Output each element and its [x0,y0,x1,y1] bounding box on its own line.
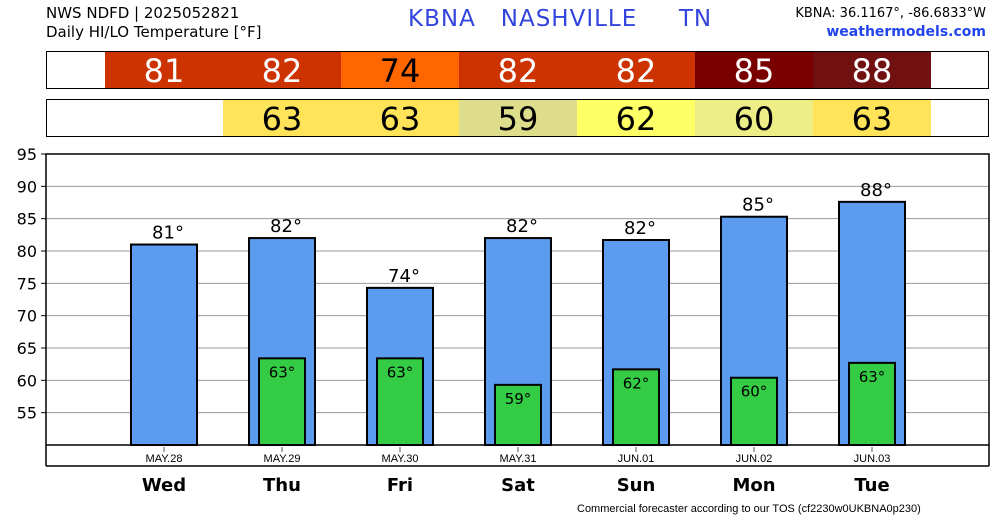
date-label: MAY.30 [382,453,419,465]
low-temp-cell-2: 63 [341,100,459,138]
y-tick-label: 80 [17,242,37,261]
city-name: NASHVILLE [500,6,638,32]
day-label: Tue [854,475,889,496]
y-tick-label: 55 [17,404,37,423]
date-label: JUN.01 [618,453,655,465]
low-temp-cell-0 [105,100,223,136]
high-bar-label: 88° [860,180,892,201]
low-bar [730,376,778,447]
low-bar-label: 63° [387,363,414,381]
high-bar-label: 82° [624,218,656,239]
day-label: Sun [617,475,656,496]
high-temp-cell-1: 82 [223,52,341,90]
high-temp-cell-6: 88 [813,52,931,90]
day-label: Thu [263,475,301,496]
date-label: JUN.02 [736,453,773,465]
date-label: MAY.28 [146,453,183,465]
site-link[interactable]: weathermodels.com [826,24,986,40]
date-label: JUN.03 [854,453,891,465]
low-temp-strip: 63 63 59 62 60 63 [46,99,989,138]
high-temp-cell-4: 82 [577,52,695,90]
y-tick-label: 75 [17,274,37,293]
station-title: KBNA NASHVILLE TN [408,6,712,32]
low-temp-cell-6: 63 [813,100,931,138]
y-tick-label: 90 [17,177,37,196]
date-label: MAY.29 [264,453,301,465]
day-label: Wed [142,475,186,496]
low-bar [258,357,306,447]
station-id: KBNA [408,6,476,32]
low-temp-cell-4: 62 [577,100,695,138]
high-temp-strip: 81 82 74 82 82 85 88 [46,51,989,90]
high-temp-cell-3: 82 [459,52,577,90]
high-temp-cell-5: 85 [695,52,813,90]
y-tick-label: 95 [17,145,37,164]
low-bar [494,383,542,446]
day-label: Mon [732,475,775,496]
high-bar-label: 82° [506,216,538,237]
high-temp-cell-2: 74 [341,52,459,90]
high-bar-label: 82° [270,216,302,237]
low-bar [376,357,424,447]
header-right: KBNA: 36.1167°, -86.6833°W weathermodels… [795,4,986,42]
low-bar-label: 62° [623,374,650,392]
date-label: MAY.31 [500,453,537,465]
high-bar [130,243,198,446]
y-tick-label: 65 [17,339,37,358]
header-info: NWS NDFD | 2025052821 Daily HI/LO Temper… [46,4,262,42]
low-bar-label: 63° [859,368,886,386]
high-bar-label: 74° [388,266,420,287]
low-temp-cell-5: 60 [695,100,813,138]
low-bar-label: 59° [505,390,532,408]
product-title: NWS NDFD | 2025052821 [46,4,240,22]
low-bar-label: 60° [741,383,768,401]
variable-title: Daily HI/LO Temperature [°F] [46,23,262,41]
low-bar [848,361,896,446]
state-name: TN [678,6,713,32]
high-temp-cell-0: 81 [105,52,223,90]
y-tick-label: 70 [17,307,37,326]
low-bar [612,368,660,446]
low-bar-label: 63° [269,363,296,381]
y-tick-label: 85 [17,210,37,229]
day-label: Sat [501,475,535,496]
day-label: Fri [387,475,413,496]
high-bar-label: 81° [152,223,184,244]
low-temp-cell-1: 63 [223,100,341,138]
low-temp-cell-3: 59 [459,100,577,138]
y-tick-label: 60 [17,371,37,390]
high-bar-label: 85° [742,195,774,216]
footer-note: Commercial forecaster according to our T… [577,503,921,515]
station-coords: KBNA: 36.1167°, -86.6833°W [795,6,986,21]
